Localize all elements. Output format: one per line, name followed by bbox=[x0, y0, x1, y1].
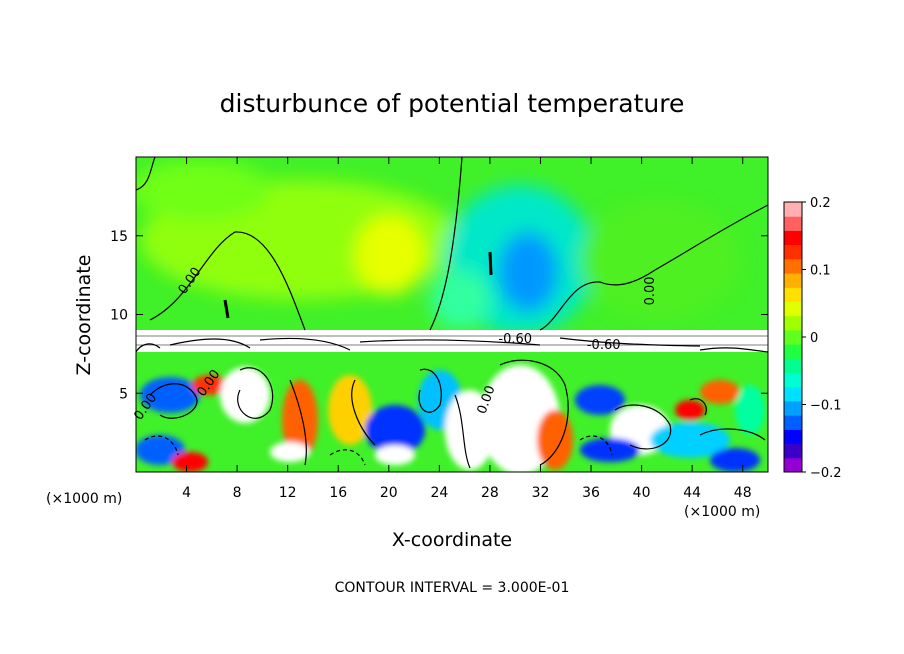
colorbar-swatch bbox=[784, 287, 802, 302]
colorbar-swatch bbox=[784, 344, 802, 359]
colorbar-swatch bbox=[784, 443, 802, 459]
colorbar-swatch bbox=[784, 216, 802, 231]
y-axis-label: Z-coordinate bbox=[73, 255, 95, 376]
x-tick-label: 32 bbox=[532, 485, 550, 501]
colorbar-ticks: 0.2 0.1 0 −0.1 −0.2 bbox=[802, 196, 842, 481]
colorbar-swatch bbox=[784, 457, 802, 473]
x-tick-label: 4 bbox=[182, 485, 191, 501]
contour-interval-note: CONTOUR INTERVAL = 3.000E-01 bbox=[335, 580, 570, 596]
colorbar-swatch bbox=[784, 230, 802, 246]
colorbar bbox=[783, 201, 803, 473]
chart-title: disturbunce of potential temperature bbox=[220, 89, 685, 118]
colorbar-swatch bbox=[784, 315, 802, 331]
colorbar-swatch bbox=[784, 273, 802, 288]
colorbar-swatch bbox=[784, 372, 802, 388]
x-axis-unit: (×1000 m) bbox=[684, 504, 760, 520]
colorbar-tick-label: −0.2 bbox=[810, 466, 842, 481]
colorbar-swatch bbox=[784, 329, 802, 345]
contour-label: -0.60 bbox=[587, 338, 621, 353]
x-tick-label: 24 bbox=[430, 485, 448, 501]
contour-label: -0.60 bbox=[498, 332, 532, 347]
colorbar-swatch bbox=[784, 301, 802, 317]
x-tick-label: 36 bbox=[582, 485, 600, 501]
contour-lines bbox=[136, 157, 768, 469]
y-tick-label: 15 bbox=[110, 229, 128, 245]
contour-label: 0.00 bbox=[643, 276, 658, 305]
colorbar-swatch bbox=[784, 415, 802, 430]
x-tick-label: 44 bbox=[683, 485, 701, 501]
colorbar-tick-label: 0.1 bbox=[810, 264, 831, 279]
interface-band bbox=[136, 330, 768, 352]
x-tick-label: 40 bbox=[633, 485, 651, 501]
colorbar-swatch bbox=[784, 400, 802, 416]
colorbar-tick-label: 0 bbox=[810, 331, 818, 346]
x-axis-ticks: 4 8 12 16 20 24 28 32 36 40 44 48 bbox=[182, 157, 752, 501]
colorbar-swatch bbox=[784, 202, 802, 217]
x-tick-label: 28 bbox=[481, 485, 499, 501]
colorbar-swatch bbox=[784, 429, 802, 445]
colorbar-tick-label: 0.2 bbox=[810, 196, 831, 211]
x-tick-label: 20 bbox=[380, 485, 398, 501]
x-tick-label: 12 bbox=[279, 485, 297, 501]
y-axis-unit: (×1000 m) bbox=[46, 491, 122, 507]
y-axis-ticks: 5 10 15 bbox=[110, 229, 768, 402]
x-tick-label: 16 bbox=[329, 485, 347, 501]
colorbar-swatch bbox=[784, 244, 802, 260]
colorbar-swatch bbox=[784, 258, 802, 274]
y-tick-label: 10 bbox=[110, 308, 128, 324]
heatmap-field bbox=[136, 157, 768, 472]
x-axis-label: X-coordinate bbox=[392, 529, 512, 551]
colorbar-tick-label: −0.1 bbox=[810, 399, 842, 414]
x-tick-label: 8 bbox=[233, 485, 242, 501]
colorbar-swatch bbox=[784, 358, 802, 374]
colorbar-swatch bbox=[784, 386, 802, 402]
x-tick-label: 48 bbox=[734, 485, 752, 501]
y-tick-label: 5 bbox=[119, 386, 128, 402]
